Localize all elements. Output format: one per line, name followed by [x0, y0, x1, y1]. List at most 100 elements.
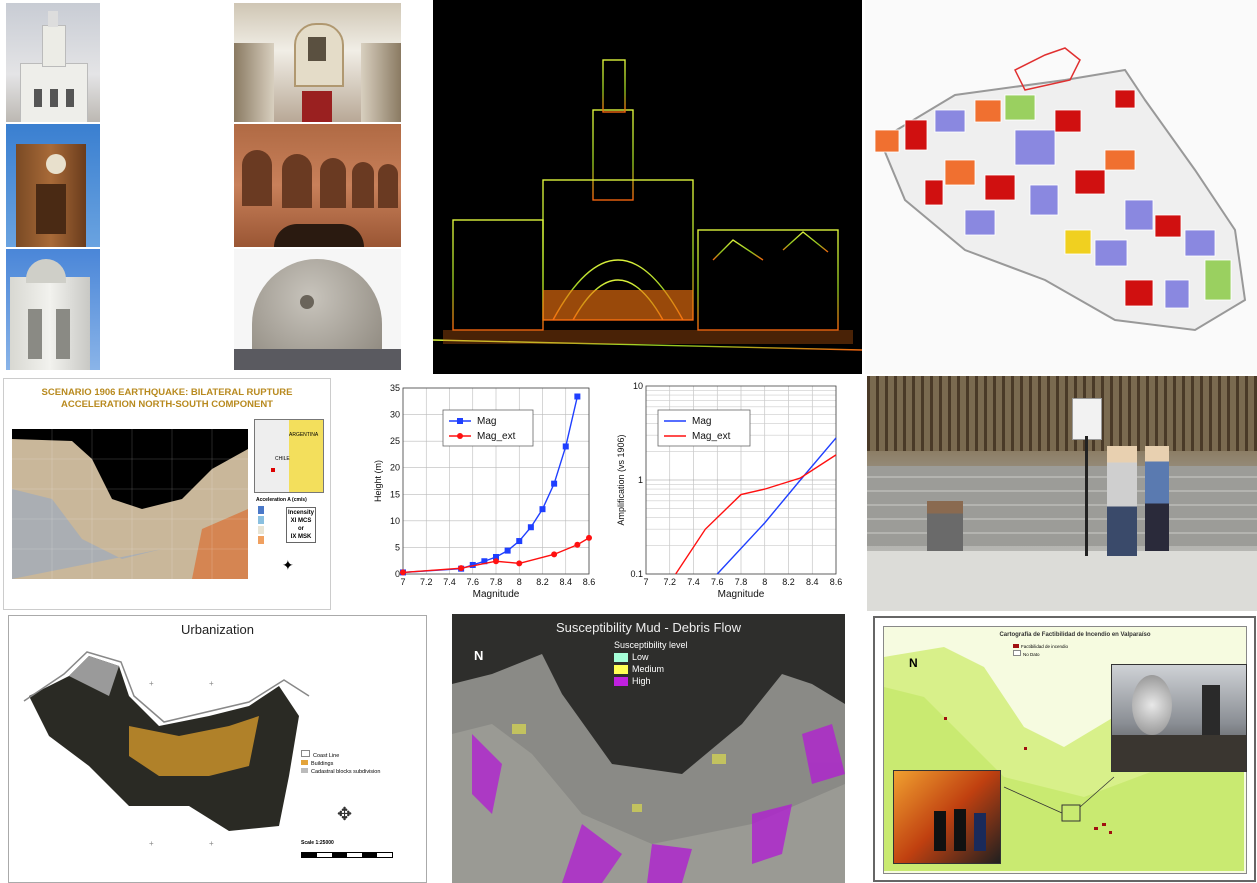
- compass-rose-icon-2: ✥: [337, 804, 353, 824]
- x-axis-label: Magnitude: [473, 589, 520, 600]
- scenario-title-line-1: SCENARIO 1906 EARTHQUAKE: BILATERAL RUPT…: [41, 387, 293, 398]
- urbanization-legend: Coast Line Buildings Cadastral blocks su…: [301, 750, 380, 776]
- legend-buildings: Buildings: [301, 760, 380, 768]
- y-tick-label: 1: [638, 475, 643, 485]
- legend-no-data-label: No Dato: [1023, 652, 1040, 657]
- laser-scan-point-cloud: [433, 0, 862, 374]
- legend-fire-feasibility-label: Factibilidad de incendio: [1021, 644, 1069, 649]
- x-tick-label: 7.8: [735, 577, 748, 587]
- urbanization-map: Urbanization + + + + Coast Line Buildings C…: [8, 615, 427, 883]
- susceptibility-legend-title: Susceptibility level: [614, 640, 688, 650]
- legend-entry: Mag: [477, 416, 496, 427]
- data-point-mag-ext: [551, 551, 558, 558]
- intensity-label: Incensity XI MCS or IX MSK: [286, 507, 317, 543]
- legend-medium-label: Medium: [632, 664, 665, 674]
- brick-arches-photo: [234, 124, 401, 247]
- x-tick-label: 7.8: [490, 577, 503, 587]
- compass-rose-icon: ✦: [282, 557, 294, 573]
- legend-low: Low: [614, 651, 688, 663]
- acceleration-legend-swatches: [258, 506, 268, 554]
- inset-label-argentina: ARGENTINA: [289, 432, 319, 438]
- legend-entry: Mag_ext: [477, 431, 516, 442]
- x-tick-label: 8.2: [782, 577, 795, 587]
- x-axis-label: Magnitude: [718, 589, 765, 600]
- susceptibility-legend: Susceptibility level Low Medium High: [614, 639, 688, 687]
- legend-buildings-label: Buildings: [311, 761, 334, 767]
- x-tick-label: 8: [517, 577, 522, 587]
- legend-medium: Medium: [614, 663, 688, 675]
- debris-flow-susceptibility-map: Susceptibility Mud - Debris Flow N Susce…: [452, 614, 845, 883]
- x-tick-label: 8.6: [583, 577, 596, 587]
- data-point-mag-ext: [586, 534, 592, 541]
- legend-entry: Mag: [692, 416, 711, 427]
- legend-entry: Mag_ext: [692, 431, 731, 442]
- scale-bar: [301, 852, 393, 858]
- data-point-mag-ext: [516, 560, 523, 567]
- data-point-mag: [539, 506, 546, 513]
- north-arrow-icon: N: [474, 648, 484, 663]
- data-point-mag-ext: [493, 558, 499, 565]
- legend-cadastral-blocks-label: Cadastral blocks subdivision: [311, 769, 381, 775]
- intensity-line-1: Incensity: [288, 510, 315, 516]
- y-tick-label: 25: [390, 436, 400, 446]
- x-tick-label: 8.4: [806, 577, 819, 587]
- legend-coast-line: Coast Line: [301, 750, 380, 760]
- data-point-mag-ext: [458, 565, 465, 572]
- x-tick-label: 7.2: [663, 577, 676, 587]
- legend-cadastral-blocks: Cadastral blocks subdivision: [301, 768, 380, 776]
- x-tick-label: 8.6: [830, 577, 843, 587]
- legend-marker: [457, 418, 463, 424]
- legend-marker: [457, 433, 463, 439]
- x-tick-label: 7.4: [687, 577, 700, 587]
- series-line-mag: [716, 437, 837, 575]
- x-tick-label: 8.2: [536, 577, 549, 587]
- fire-map-title: Cartografía de Factibilidad de Incendio …: [999, 632, 1151, 638]
- inset-label-chile: CHILE: [275, 456, 290, 462]
- x-tick-label: 7.6: [711, 577, 724, 587]
- church-dome-photo-2: [234, 249, 401, 370]
- x-tick-label: 8: [762, 577, 767, 587]
- data-point-mag: [469, 561, 476, 568]
- location-inset-map: ARGENTINA CHILE: [254, 419, 324, 493]
- susceptibility-title: Susceptibility Mud - Debris Flow: [556, 620, 741, 635]
- x-tick-label: 8.4: [559, 577, 572, 587]
- svg-text:+: +: [149, 839, 154, 848]
- church-dome-photo-1: [6, 249, 100, 370]
- intensity-line-3: or: [298, 526, 304, 532]
- y-tick-label: 20: [390, 463, 400, 473]
- svg-text:+: +: [209, 679, 214, 688]
- svg-text:+: +: [209, 839, 214, 848]
- acceleration-map-image: [12, 429, 248, 579]
- urbanization-scale: Scale 1:25000: [301, 840, 334, 846]
- y-tick-label: 35: [390, 383, 400, 393]
- amplification-vs-magnitude-chart: 7 7.2 7.4 7.6 7.8 8 8.2 8.4 8.6 0.1 1 10 Magnitude Am…: [612, 378, 844, 608]
- building-parcel-map: [865, 0, 1257, 374]
- x-tick-label: 7.2: [420, 577, 433, 587]
- data-point-mag: [504, 547, 511, 554]
- svg-text:+: +: [149, 679, 154, 688]
- data-point-mag: [481, 558, 488, 565]
- data-point-mag: [551, 480, 558, 487]
- church-clocktower-photo: [6, 124, 100, 247]
- urbanization-title: Urbanization: [181, 622, 254, 637]
- legend-high: High: [614, 675, 688, 687]
- x-tick-label: 7.6: [466, 577, 479, 587]
- data-point-mag: [562, 443, 569, 450]
- plot-frame: [402, 387, 590, 575]
- x-tick-label: 7: [400, 577, 405, 587]
- fire-map-north-arrow-icon: N: [909, 656, 918, 670]
- legend-high-label: High: [632, 676, 651, 686]
- x-tick-label: 7.4: [443, 577, 456, 587]
- y-tick-label: 5: [395, 542, 400, 552]
- field-survey-photo: [867, 376, 1257, 611]
- data-point-mag-ext: [400, 569, 406, 576]
- scenario-title-line-2: ACCELERATION NORTH-SOUTH COMPONENT: [61, 399, 273, 410]
- fire-feasibility-map: Cartografía de Factibilidad de Incendio …: [873, 616, 1256, 882]
- church-interior-photo: [234, 3, 401, 122]
- fire-map-legend: Factibilidad de incendio No Dato: [1013, 644, 1068, 658]
- y-axis-label: Amplification (vs 1906): [616, 434, 626, 525]
- fire-photo-inset-1: [1111, 664, 1247, 772]
- y-tick-label: 0.1: [630, 569, 643, 579]
- y-tick-label: 15: [390, 489, 400, 499]
- y-tick-label: 10: [390, 516, 400, 526]
